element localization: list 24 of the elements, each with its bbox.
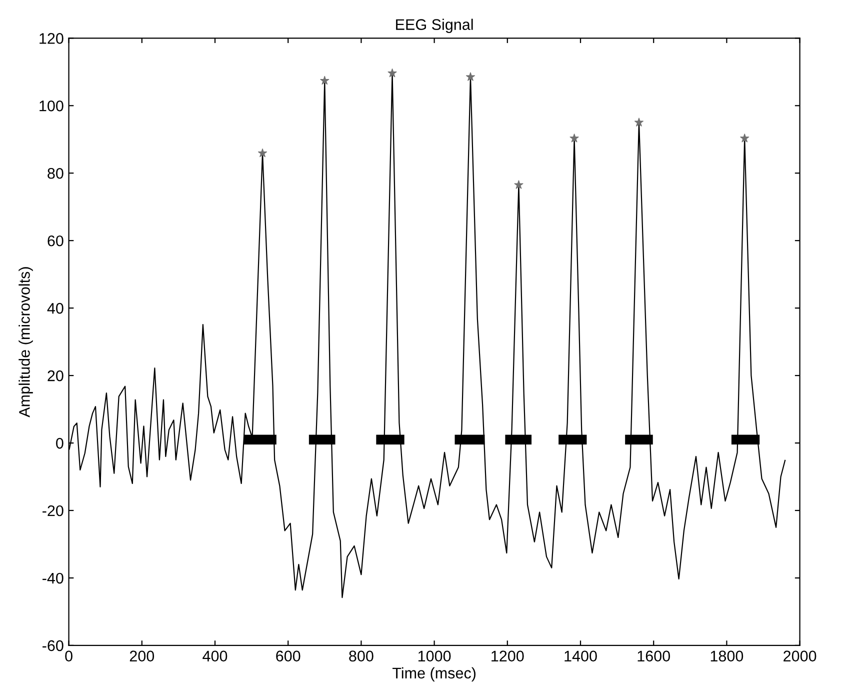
x-tick-label: 800: [349, 650, 374, 662]
x-tick-label: 1800: [710, 650, 744, 662]
x-tick-label: 200: [130, 650, 154, 662]
y-tick-label: 60: [48, 235, 64, 246]
x-tick-label: 600: [276, 650, 300, 662]
y-tick-label: 20: [48, 370, 64, 382]
x-tick-label: 2000: [784, 650, 816, 662]
y-tick-label: -20: [42, 505, 64, 516]
x-tick-label: 1400: [564, 650, 597, 662]
y-tick-label: -40: [42, 572, 64, 584]
y-tick-label: 100: [40, 100, 64, 112]
y-tick-label: 40: [47, 302, 64, 314]
x-tick-label: 400: [202, 650, 228, 662]
x-tick-label: 0: [65, 650, 72, 662]
x-tick-label: 1000: [418, 650, 451, 662]
y-axis-title: Amplitude (microvolts): [18, 267, 33, 418]
x-tick-label: 1200: [492, 650, 524, 662]
y-tick-label: 0: [56, 438, 64, 449]
x-tick-label: 1600: [638, 650, 670, 662]
y-tick-label: -60: [42, 640, 64, 652]
chart-title: EEG Signal: [396, 18, 473, 34]
y-tick-label: 120: [40, 33, 64, 44]
x-axis-title: Time (msec): [392, 667, 476, 682]
y-tick-label: 80: [48, 168, 64, 179]
